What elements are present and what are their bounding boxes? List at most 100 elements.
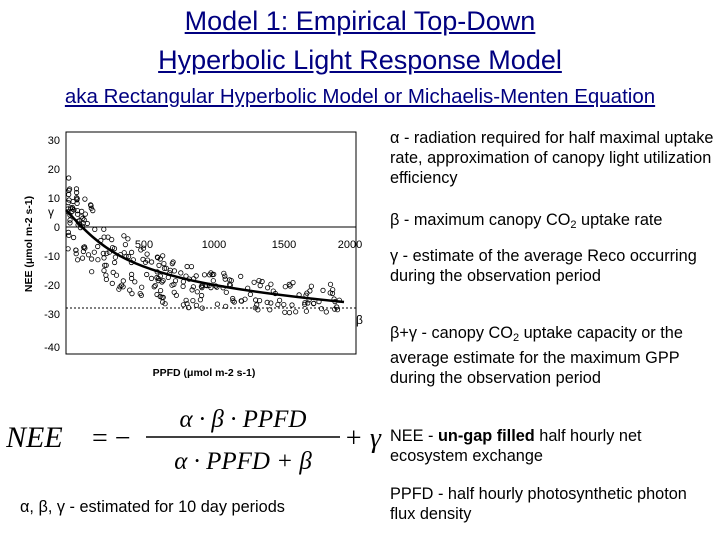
scatter-point [302, 300, 308, 306]
scatter-point [126, 253, 132, 260]
scatter-point [88, 203, 94, 209]
scatter-point [155, 278, 161, 284]
x-tick: 500 [135, 239, 153, 251]
scatter-point [82, 211, 88, 217]
equation-lhs: NEE [6, 421, 63, 454]
scatter-point [282, 309, 288, 315]
scatter-point [69, 204, 76, 211]
scatter-point [180, 279, 186, 285]
scatter-point [304, 290, 310, 296]
scatter-point [101, 226, 107, 232]
gamma-symbol: γ [390, 247, 399, 265]
nee-term: NEE [390, 427, 424, 445]
scatter-point [122, 242, 129, 248]
scatter-point [112, 259, 118, 266]
scatter-point [302, 301, 308, 307]
scatter-point [110, 269, 116, 275]
scatter-point [111, 246, 118, 252]
scatter-point [330, 287, 336, 293]
scatter-point [85, 252, 92, 258]
scatter-point [247, 291, 253, 297]
scatter-point [190, 284, 196, 290]
x-axis-label: PPFD (μmol m-2 s-1) [153, 367, 256, 379]
beta-gamma-description: β+γ - canopy CO2 uptake capacity or the … [390, 323, 716, 388]
scatter-point [65, 200, 71, 206]
scatter-point [139, 284, 145, 290]
scatter-point [257, 283, 263, 289]
scatter-point [286, 281, 292, 287]
scatter-point [89, 269, 95, 275]
scatter-point [162, 301, 168, 307]
scatter-point [91, 249, 97, 255]
scatter-point [190, 298, 196, 304]
alpha-text: - radiation required for half maximal up… [390, 129, 714, 187]
scatter-point [194, 289, 200, 295]
hyperbolic-equation: NEE = − α · β · PPFD α · PPFD + β + γ [6, 406, 382, 475]
scatter-point [171, 281, 177, 287]
y-tick: 0 [54, 222, 60, 234]
scatter-point [163, 265, 169, 271]
scatter-point [129, 271, 135, 277]
gamma-text: - estimate of the average Reco occurring… [390, 247, 697, 285]
scatter-point [206, 272, 213, 278]
scatter-point [334, 304, 340, 310]
scatter-point [73, 186, 80, 192]
scatter-point [171, 289, 177, 295]
scatter-point [109, 237, 115, 243]
equation-denominator: α · PPFD + β [174, 448, 312, 475]
scatter-point [323, 309, 329, 315]
beta-gamma-text-end: uptake capacity or the average estimate … [390, 324, 683, 387]
y-axis-label: NEE (μmol m-2 s-1) [23, 196, 35, 292]
scatter-point [119, 282, 125, 288]
scatter-point [230, 298, 236, 304]
scatter-point [268, 281, 274, 287]
scatter-point [117, 284, 123, 290]
scatter-point [103, 262, 109, 268]
scatter-point [160, 294, 166, 300]
y-tick: 10 [48, 193, 60, 205]
scatter-point [256, 278, 262, 284]
scatter-point [75, 257, 81, 263]
scatter-point [178, 270, 184, 276]
nee-bold-text: un-gap filled [437, 427, 535, 445]
x-tick: 2000 [338, 239, 362, 251]
scatter-point [102, 262, 108, 268]
scatter-point [180, 283, 186, 289]
scatter-point [81, 217, 87, 223]
scatter-point [329, 290, 336, 297]
scatter-point [127, 287, 133, 293]
scatter-point [121, 233, 127, 239]
scatter-point [199, 305, 205, 311]
scatter-point [199, 285, 205, 291]
scatter-point [103, 276, 110, 282]
scatter-point [74, 196, 80, 202]
x-tick: 1500 [272, 239, 296, 251]
scatter-point [167, 267, 173, 273]
scatter-point [67, 217, 73, 223]
gamma-axis-marker: γ [48, 205, 54, 219]
scatter-point [74, 189, 80, 196]
scatter-point [81, 244, 88, 250]
scatter-point [286, 310, 293, 316]
scatter-point [327, 290, 333, 296]
beta-description: β - maximum canopy CO2 uptake rate [390, 210, 716, 235]
scatter-point [79, 255, 86, 261]
equation-equals-minus: = − [92, 423, 131, 454]
scatter-point [169, 261, 175, 267]
y-tick: -30 [44, 309, 60, 321]
scatter-point [129, 249, 135, 255]
scatter-point [74, 208, 81, 214]
scatter-point [132, 279, 138, 285]
nee-description: NEE - un-gap filled half hourly net ecos… [390, 426, 716, 466]
scatter-point [259, 278, 265, 285]
scatter-point [156, 262, 162, 268]
scatter-point [180, 302, 186, 308]
scatter-point [254, 302, 260, 308]
scatter-point [82, 196, 88, 202]
scatter-point [193, 302, 199, 308]
scatter-point [305, 300, 311, 306]
alpha-symbol: α [390, 129, 400, 147]
fitted-hyperbola-curve [65, 209, 345, 304]
ppfd-description: PPFD - half hourly photosynthetic photon… [390, 485, 687, 523]
scatter-point [88, 205, 94, 211]
